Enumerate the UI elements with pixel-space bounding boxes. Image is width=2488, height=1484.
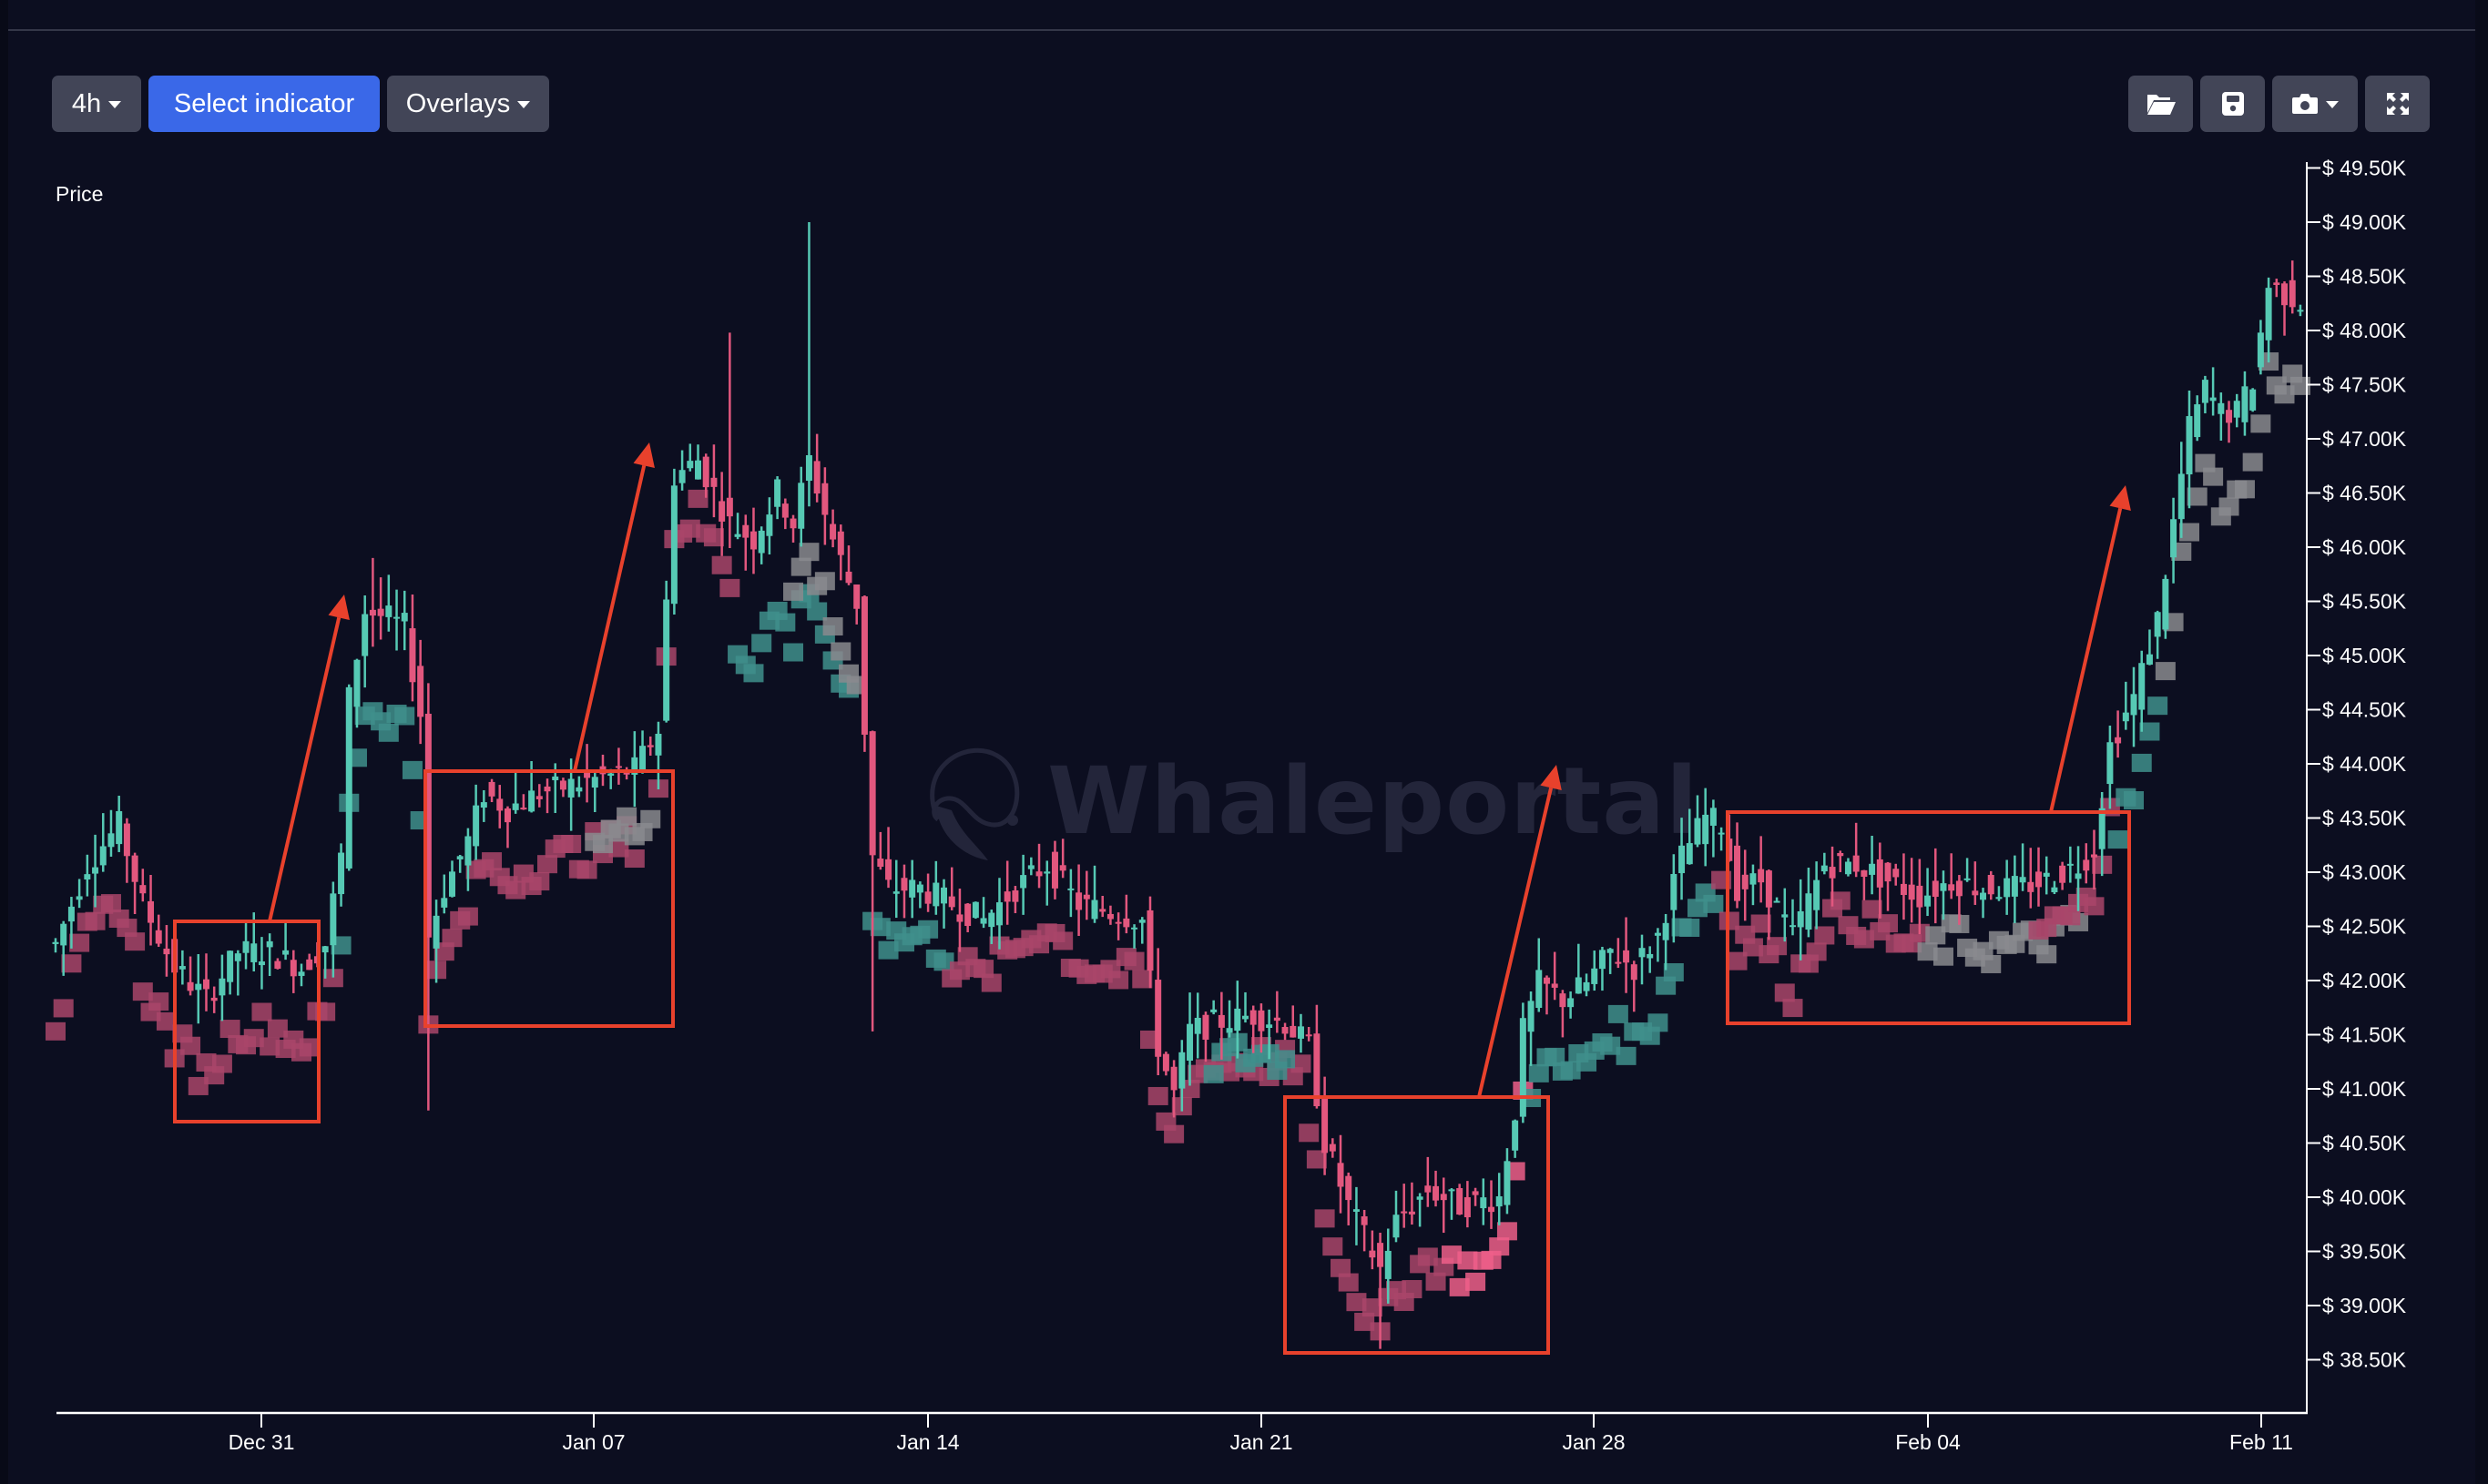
svg-text:Jan 14: Jan 14 [896,1430,959,1454]
svg-text:$ 45.50K: $ 45.50K [2322,590,2407,614]
annotations [173,442,2131,1355]
svg-text:$ 44.00K: $ 44.00K [2322,752,2407,776]
svg-text:$ 38.50K: $ 38.50K [2322,1348,2407,1372]
interval-label: 4h [71,88,102,118]
svg-text:Feb 11: Feb 11 [2229,1430,2293,1454]
svg-text:$ 47.50K: $ 47.50K [2322,373,2407,397]
chart-toolbar-left: 4h Select indicator Overlays [52,76,549,132]
svg-text:Jan 21: Jan 21 [1229,1430,1292,1454]
select-indicator-button[interactable]: Select indicator [148,76,380,132]
fullscreen-button[interactable] [2365,76,2430,132]
svg-text:$ 39.00K: $ 39.00K [2322,1294,2407,1317]
chart-toolbar-right [2128,76,2430,132]
watermark-text: Whaleportal [1047,747,1699,856]
svg-text:$ 43.50K: $ 43.50K [2322,807,2407,830]
x-axis: Dec 31 Jan 07 Jan 14 Jan 21 Jan 28 Feb 04 Feb … [56,1411,2308,1454]
overlays-label: Overlays [405,88,511,118]
svg-text:$ 46.50K: $ 46.50K [2322,482,2407,505]
open-chart-button[interactable] [2128,76,2193,132]
caret-down-icon [108,101,122,108]
svg-text:Feb 04: Feb 04 [1895,1430,1961,1454]
select-indicator-label: Select indicator [173,88,355,118]
save-icon [2221,92,2244,116]
folder-open-icon [2146,95,2176,115]
svg-text:$ 49.00K: $ 49.00K [2322,210,2407,234]
watermark: Whaleportal [911,733,1698,869]
svg-text:$ 44.50K: $ 44.50K [2322,698,2407,722]
caret-down-icon [2326,101,2339,108]
svg-text:Dec 31: Dec 31 [229,1430,295,1454]
svg-text:$ 45.00K: $ 45.00K [2322,644,2407,667]
svg-text:$ 46.00K: $ 46.00K [2322,535,2407,559]
expand-icon [2386,93,2409,115]
svg-text:$ 42.00K: $ 42.00K [2322,969,2407,992]
svg-text:$ 42.50K: $ 42.50K [2322,915,2407,939]
svg-text:$ 48.00K: $ 48.00K [2322,319,2407,342]
interval-dropdown[interactable]: 4h [52,76,141,132]
save-chart-button[interactable] [2200,76,2265,132]
header-divider [8,29,2475,31]
screenshot-dropdown[interactable] [2272,76,2358,132]
svg-text:Jan 07: Jan 07 [562,1430,625,1454]
caret-down-icon [517,101,531,108]
window-edge-right [2475,0,2488,1484]
svg-text:$ 39.50K: $ 39.50K [2322,1240,2407,1264]
svg-text:$ 47.00K: $ 47.00K [2322,427,2407,451]
overlay-markers [46,352,2310,1341]
svg-text:$ 49.50K: $ 49.50K [2322,157,2407,180]
svg-text:Jan 28: Jan 28 [1562,1430,1625,1454]
price-axis-title: Price [56,182,104,206]
overlays-dropdown[interactable]: Overlays [387,76,549,132]
svg-text:$ 41.00K: $ 41.00K [2322,1077,2407,1101]
whale-logo-icon [930,748,1020,860]
camera-icon [2292,94,2318,114]
svg-text:$ 48.50K: $ 48.50K [2322,265,2407,289]
svg-text:$ 40.50K: $ 40.50K [2322,1132,2407,1155]
y-axis: $ 49.50K $ 49.00K $ 48.50K $ 48.00K $ 47.50K… [2306,157,2407,1414]
svg-text:$ 41.50K: $ 41.50K [2322,1023,2407,1047]
svg-text:$ 43.00K: $ 43.00K [2322,860,2407,884]
window-edge [0,0,8,1484]
candlesticks [52,222,2304,1349]
svg-text:$ 40.00K: $ 40.00K [2322,1185,2407,1209]
